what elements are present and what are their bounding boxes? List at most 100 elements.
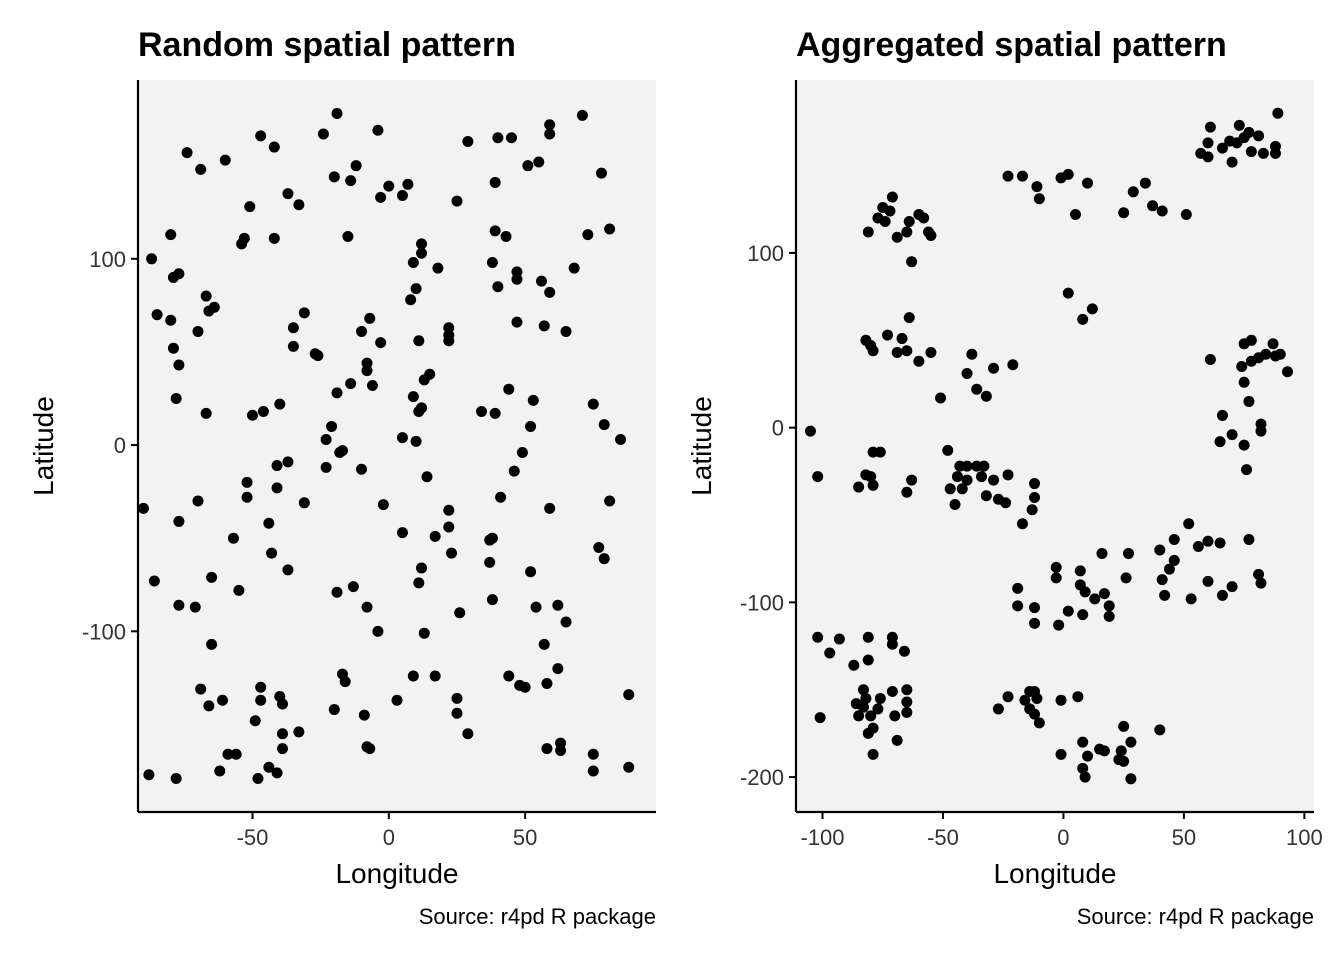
data-point — [1029, 492, 1041, 504]
data-point — [192, 325, 204, 337]
data-point — [544, 502, 556, 514]
data-point — [812, 471, 824, 483]
data-point — [396, 527, 408, 539]
data-point — [1233, 119, 1245, 131]
y-axis-ticks: -100 0 100 — [82, 247, 138, 644]
data-point — [1089, 593, 1101, 605]
data-point — [865, 471, 877, 483]
data-point — [328, 704, 340, 716]
data-point — [361, 365, 373, 377]
data-point — [1072, 691, 1084, 703]
data-point — [247, 409, 259, 421]
data-point — [181, 147, 193, 159]
data-point — [872, 703, 884, 715]
data-point — [918, 212, 930, 224]
data-point — [391, 694, 403, 706]
data-point — [901, 345, 913, 357]
data-point — [255, 694, 267, 706]
plot-area — [796, 80, 1314, 812]
data-point — [1245, 146, 1257, 158]
data-point — [862, 226, 874, 238]
data-point — [508, 465, 520, 477]
data-point — [1055, 694, 1067, 706]
data-point — [1245, 334, 1257, 346]
data-point — [236, 238, 248, 250]
data-point — [407, 257, 419, 269]
data-point — [1183, 518, 1195, 530]
data-point — [189, 601, 201, 613]
data-point — [1255, 418, 1267, 430]
data-point — [462, 728, 474, 740]
data-point — [1202, 151, 1214, 163]
data-point — [961, 367, 973, 379]
data-point — [1243, 126, 1255, 138]
data-point — [476, 406, 488, 418]
data-point — [1269, 147, 1281, 159]
data-point — [146, 253, 158, 265]
data-point — [217, 694, 229, 706]
x-tick-label: -100 — [800, 825, 844, 850]
data-point — [1202, 575, 1214, 587]
data-point — [874, 692, 886, 704]
data-point — [331, 108, 343, 120]
data-point — [271, 767, 283, 779]
data-point — [1002, 691, 1014, 703]
data-point — [516, 447, 528, 459]
data-point — [1238, 439, 1250, 451]
data-point — [560, 325, 572, 337]
data-points — [804, 107, 1293, 785]
chart-panel-aggregated: Aggregated spatial pattern -200 -100 0 100 … — [658, 0, 1330, 960]
data-point — [282, 564, 294, 576]
data-point — [421, 471, 433, 483]
data-point — [879, 216, 891, 228]
data-point — [906, 474, 918, 486]
data-point — [451, 195, 463, 207]
data-point — [372, 124, 384, 136]
data-point — [1002, 469, 1014, 481]
data-point — [853, 481, 865, 493]
data-point — [544, 119, 556, 131]
data-point — [410, 283, 422, 295]
data-point — [1202, 137, 1214, 149]
data-point — [416, 562, 428, 574]
data-point — [978, 460, 990, 472]
data-point — [219, 154, 231, 166]
data-point — [432, 262, 444, 274]
data-point — [857, 684, 869, 696]
data-point — [1062, 168, 1074, 180]
data-point — [833, 633, 845, 645]
data-point — [1019, 694, 1031, 706]
data-point — [615, 433, 627, 445]
data-point — [364, 312, 376, 324]
data-point — [1255, 577, 1267, 589]
data-point — [326, 420, 338, 432]
data-point — [623, 761, 635, 773]
data-point — [151, 309, 163, 321]
chart-title: Aggregated spatial pattern — [796, 26, 1227, 64]
data-point — [538, 638, 550, 650]
data-point — [1062, 605, 1074, 617]
data-point — [372, 625, 384, 637]
data-point — [525, 566, 537, 578]
data-point — [1103, 610, 1115, 622]
data-point — [980, 390, 992, 402]
data-point — [1204, 354, 1216, 366]
data-point — [358, 709, 370, 721]
x-tick-label: -50 — [237, 825, 269, 850]
data-point — [541, 677, 553, 689]
data-point — [1033, 717, 1045, 729]
data-point — [268, 232, 280, 244]
data-point — [317, 128, 329, 140]
data-point — [1243, 533, 1255, 545]
data-point — [988, 474, 1000, 486]
data-point — [913, 355, 925, 367]
data-point — [1012, 600, 1024, 612]
data-point — [555, 737, 567, 749]
data-point — [413, 577, 425, 589]
data-point — [503, 383, 515, 395]
data-point — [1154, 544, 1166, 556]
data-point — [1238, 376, 1250, 388]
x-tick-label: -50 — [927, 825, 959, 850]
data-point — [1163, 563, 1175, 575]
data-point — [298, 307, 310, 319]
